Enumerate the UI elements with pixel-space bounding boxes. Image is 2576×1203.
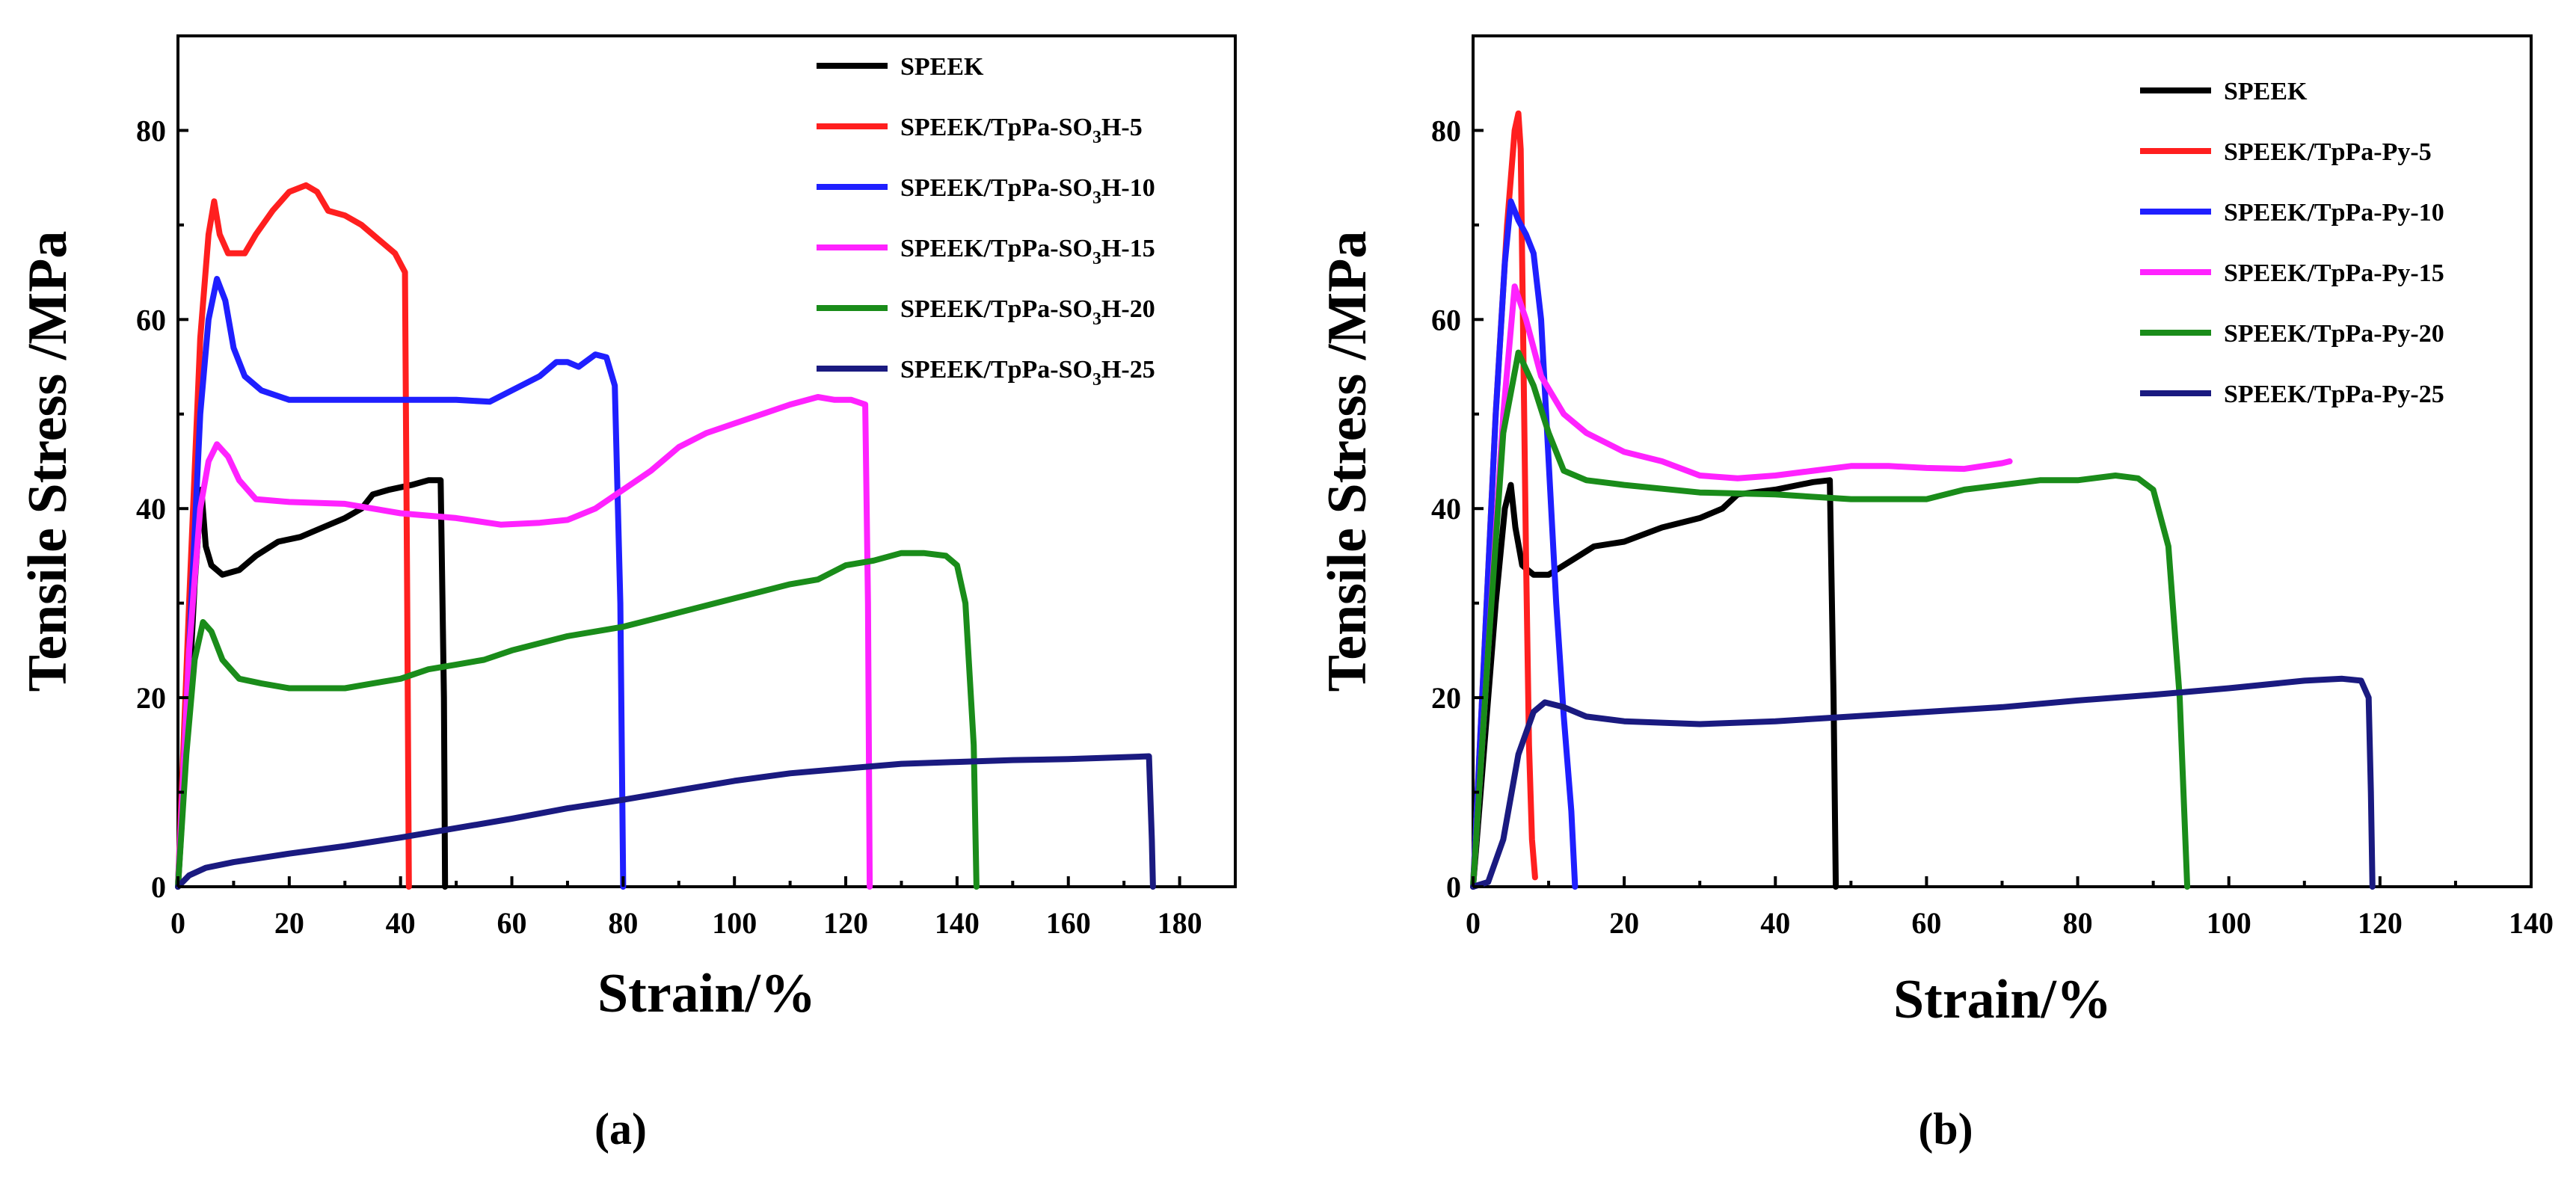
y-tick-label: 0 xyxy=(1446,870,1461,904)
series-line-6 xyxy=(1470,675,2376,890)
x-tick-label: 160 xyxy=(1046,906,1091,940)
y-axis-title: Tensile Stress /MPa xyxy=(1317,231,1378,692)
x-tick-label: 180 xyxy=(1158,906,1202,940)
legend-label-6: SPEEK/TpPa-SO3H-25 xyxy=(900,356,1155,390)
x-tick-label: 140 xyxy=(2509,906,2554,940)
legend: SPEEK SPEEK/TpPa-Py-5 SPEEK/TpPa-Py-10 SPEE… xyxy=(2140,78,2444,408)
legend-label-3: SPEEK/TpPa-Py-10 xyxy=(2224,199,2444,227)
x-tick-label: 120 xyxy=(2358,906,2403,940)
legend: SPEEK SPEEK/TpPa-SO3H-5 SPEEK/TpPa-SO3H-10… xyxy=(817,53,1155,390)
legend-label-5: SPEEK/TpPa-SO3H-20 xyxy=(900,295,1155,329)
x-tick-label: 60 xyxy=(1911,906,1941,940)
series-line-5 xyxy=(1470,349,2191,890)
legend-label-4: SPEEK/TpPa-SO3H-15 xyxy=(900,235,1155,268)
x-tick-label: 80 xyxy=(608,906,638,940)
series-line-3 xyxy=(1470,198,1579,890)
plot-frame xyxy=(176,34,1237,888)
legend-label-2: SPEEK/TpPa-SO3H-5 xyxy=(900,114,1143,147)
x-tick-label: 60 xyxy=(497,906,527,940)
series-line-4 xyxy=(175,394,873,890)
series-line-6 xyxy=(175,753,1156,890)
y-tick-label: 20 xyxy=(136,681,166,715)
legend-label-4: SPEEK/TpPa-Py-15 xyxy=(2224,259,2444,287)
y-tick-label: 80 xyxy=(1431,114,1461,147)
legend-label-2: SPEEK/TpPa-Py-5 xyxy=(2224,138,2432,166)
x-tick-label: 120 xyxy=(823,906,868,940)
y-tick-label: 0 xyxy=(151,870,166,904)
x-tick-label: 40 xyxy=(1760,906,1790,940)
y-tick-label: 60 xyxy=(1431,303,1461,336)
panel-caption: (b) xyxy=(1918,1104,1973,1154)
x-tick-label: 20 xyxy=(274,906,304,940)
legend-label-3: SPEEK/TpPa-SO3H-10 xyxy=(900,174,1155,208)
legend-label-5: SPEEK/TpPa-Py-20 xyxy=(2224,320,2444,348)
chart-panel-b: 0 20 40 60 80 100 120 140 0 20 40 60 80 Strain/% Tensi… xyxy=(1317,34,2554,1154)
legend-label-6: SPEEK/TpPa-Py-25 xyxy=(2224,381,2444,408)
x-tick-label: 100 xyxy=(2207,906,2251,940)
x-axis-title: Strain/% xyxy=(1893,969,2112,1030)
legend-label-1: SPEEK xyxy=(900,53,984,81)
y-tick-label: 40 xyxy=(1431,492,1461,526)
y-axis-title: Tensile Stress /MPa xyxy=(17,231,79,692)
x-tick-label: 20 xyxy=(1609,906,1639,940)
x-tick-label: 140 xyxy=(935,906,980,940)
y-tick-label: 80 xyxy=(136,114,166,147)
series-line-3 xyxy=(175,276,627,890)
series-line-4 xyxy=(1470,283,2013,890)
chart-panel-a: 0 20 40 60 80 100 120 140 160 180 0 20 40 60 80 Strain/… xyxy=(17,34,1237,1154)
x-axis-title: Strain/% xyxy=(597,963,816,1024)
y-tick-label: 40 xyxy=(136,492,166,526)
series-line-1 xyxy=(1470,477,1839,890)
x-tick-label: 80 xyxy=(2063,906,2093,940)
y-tick-label: 60 xyxy=(136,303,166,336)
panel-caption: (a) xyxy=(594,1104,647,1154)
x-tick-label: 100 xyxy=(712,906,757,940)
series-line-5 xyxy=(175,550,980,890)
x-tick-label: 40 xyxy=(386,906,416,940)
x-tick-label: 0 xyxy=(170,906,185,940)
series-line-2 xyxy=(175,182,412,890)
y-tick-label: 20 xyxy=(1431,681,1461,715)
legend-label-1: SPEEK xyxy=(2224,78,2308,105)
x-tick-label: 0 xyxy=(1466,906,1481,940)
